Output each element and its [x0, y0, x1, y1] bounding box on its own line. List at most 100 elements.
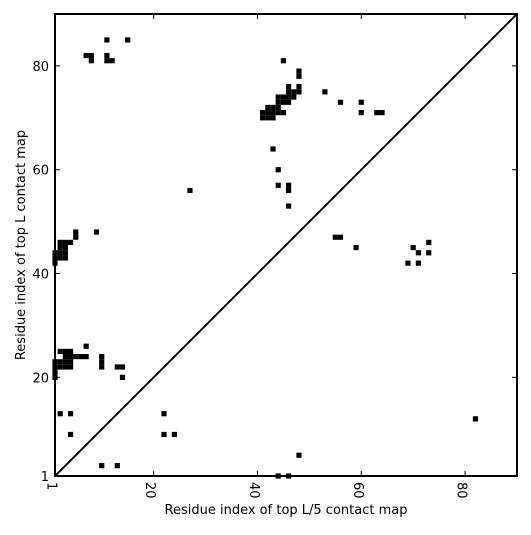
- y-axis-label: Residue index of top L contact map: [14, 130, 29, 360]
- contact-cell: [119, 374, 126, 380]
- contact-cell: [73, 234, 79, 240]
- contact-cell: [161, 411, 167, 417]
- contact-cell: [57, 239, 63, 245]
- contact-cell: [114, 463, 120, 469]
- contact-cell: [415, 260, 421, 266]
- contact-cell: [280, 99, 286, 105]
- x-tick-label: 80: [454, 482, 469, 499]
- axis-tick-labels: 1 20 40 60 80 1 20 40 60 80: [32, 60, 468, 499]
- contact-cell: [99, 359, 105, 365]
- y-tick-label: 40: [32, 268, 49, 283]
- contact-cell: [265, 110, 271, 116]
- contact-cell: [270, 104, 276, 111]
- contact-cell: [57, 255, 63, 261]
- contact-cell: [286, 99, 292, 105]
- contact-cell: [57, 245, 63, 251]
- contact-cell: [426, 250, 432, 256]
- contact-cell: [260, 115, 266, 121]
- contact-cell: [109, 58, 115, 64]
- contact-cell: [67, 354, 74, 360]
- contact-cell: [62, 239, 68, 245]
- diagonal-line: [54, 13, 518, 477]
- contact-cell: [265, 104, 271, 111]
- contact-cell: [337, 234, 344, 240]
- contact-cell: [93, 229, 100, 235]
- contact-cell: [426, 239, 432, 245]
- axis-ticks: [54, 14, 517, 477]
- contact-cell: [275, 99, 281, 105]
- contact-cell: [73, 229, 79, 235]
- contact-cell: [358, 99, 364, 105]
- contact-cell: [280, 94, 286, 100]
- contact-cell: [88, 58, 94, 64]
- contact-cell: [62, 364, 68, 370]
- contact-cell: [379, 110, 385, 116]
- contact-cell: [286, 94, 292, 100]
- contact-cell: [260, 110, 266, 116]
- contact-cell: [296, 452, 302, 458]
- contact-cell: [62, 348, 68, 355]
- contact-cell: [99, 364, 105, 370]
- contact-cell: [62, 354, 68, 360]
- contact-cell: [296, 84, 302, 90]
- y-tick-label: 20: [32, 371, 49, 386]
- contact-cell: [405, 260, 411, 266]
- contact-cell: [57, 348, 63, 355]
- contact-cell: [125, 37, 131, 43]
- contact-cell: [57, 364, 63, 370]
- contact-cell: [104, 58, 110, 64]
- contact-cell: [73, 354, 79, 360]
- contact-cell: [353, 245, 359, 251]
- x-axis-label: Residue index of top L/5 contact map: [165, 503, 408, 518]
- contact-cell: [67, 431, 74, 438]
- contact-cell: [332, 234, 338, 240]
- contact-cell: [275, 182, 281, 188]
- contact-cell: [322, 89, 328, 95]
- contact-cell: [296, 68, 302, 74]
- contact-cell: [275, 94, 281, 100]
- x-tick-label: 40: [246, 482, 261, 499]
- contact-cell: [291, 94, 297, 100]
- contact-cell: [270, 115, 276, 121]
- contact-cell: [119, 364, 126, 370]
- contact-cell: [104, 37, 110, 43]
- contact-cell: [275, 167, 281, 173]
- contact-cell: [67, 239, 74, 245]
- contact-cell: [114, 364, 120, 370]
- contact-cell: [99, 354, 105, 360]
- contact-cell: [67, 348, 74, 355]
- contact-cell: [358, 110, 364, 116]
- x-tick-label: 1: [44, 482, 59, 490]
- contact-cell: [270, 110, 276, 116]
- contact-cell: [280, 110, 286, 116]
- contact-cell: [415, 250, 421, 256]
- contact-cell: [171, 431, 177, 438]
- contact-cell: [62, 250, 68, 256]
- contact-cell: [83, 343, 89, 349]
- contact-cell: [62, 255, 68, 261]
- contact-cell: [78, 354, 84, 360]
- contact-cell: [104, 52, 110, 59]
- contact-cell: [83, 354, 89, 360]
- contact-cell: [62, 359, 68, 365]
- contact-cell: [275, 104, 281, 111]
- contact-cell: [67, 364, 74, 370]
- contact-cell: [280, 58, 286, 64]
- contact-cell: [57, 411, 63, 417]
- contact-cell: [296, 73, 302, 79]
- contact-cell: [286, 84, 292, 90]
- contact-cell: [161, 431, 167, 438]
- contact-cell: [296, 89, 302, 95]
- contact-cell: [286, 187, 292, 194]
- contact-cell: [67, 411, 74, 417]
- y-tick-label: 60: [32, 164, 49, 179]
- contact-cell: [83, 52, 89, 59]
- contact-cell: [57, 250, 63, 256]
- y-tick-label: 1: [41, 470, 49, 485]
- contact-cell: [286, 89, 292, 95]
- contact-cell: [275, 110, 281, 116]
- contact-cell: [337, 99, 344, 105]
- contact-cell: [472, 416, 479, 422]
